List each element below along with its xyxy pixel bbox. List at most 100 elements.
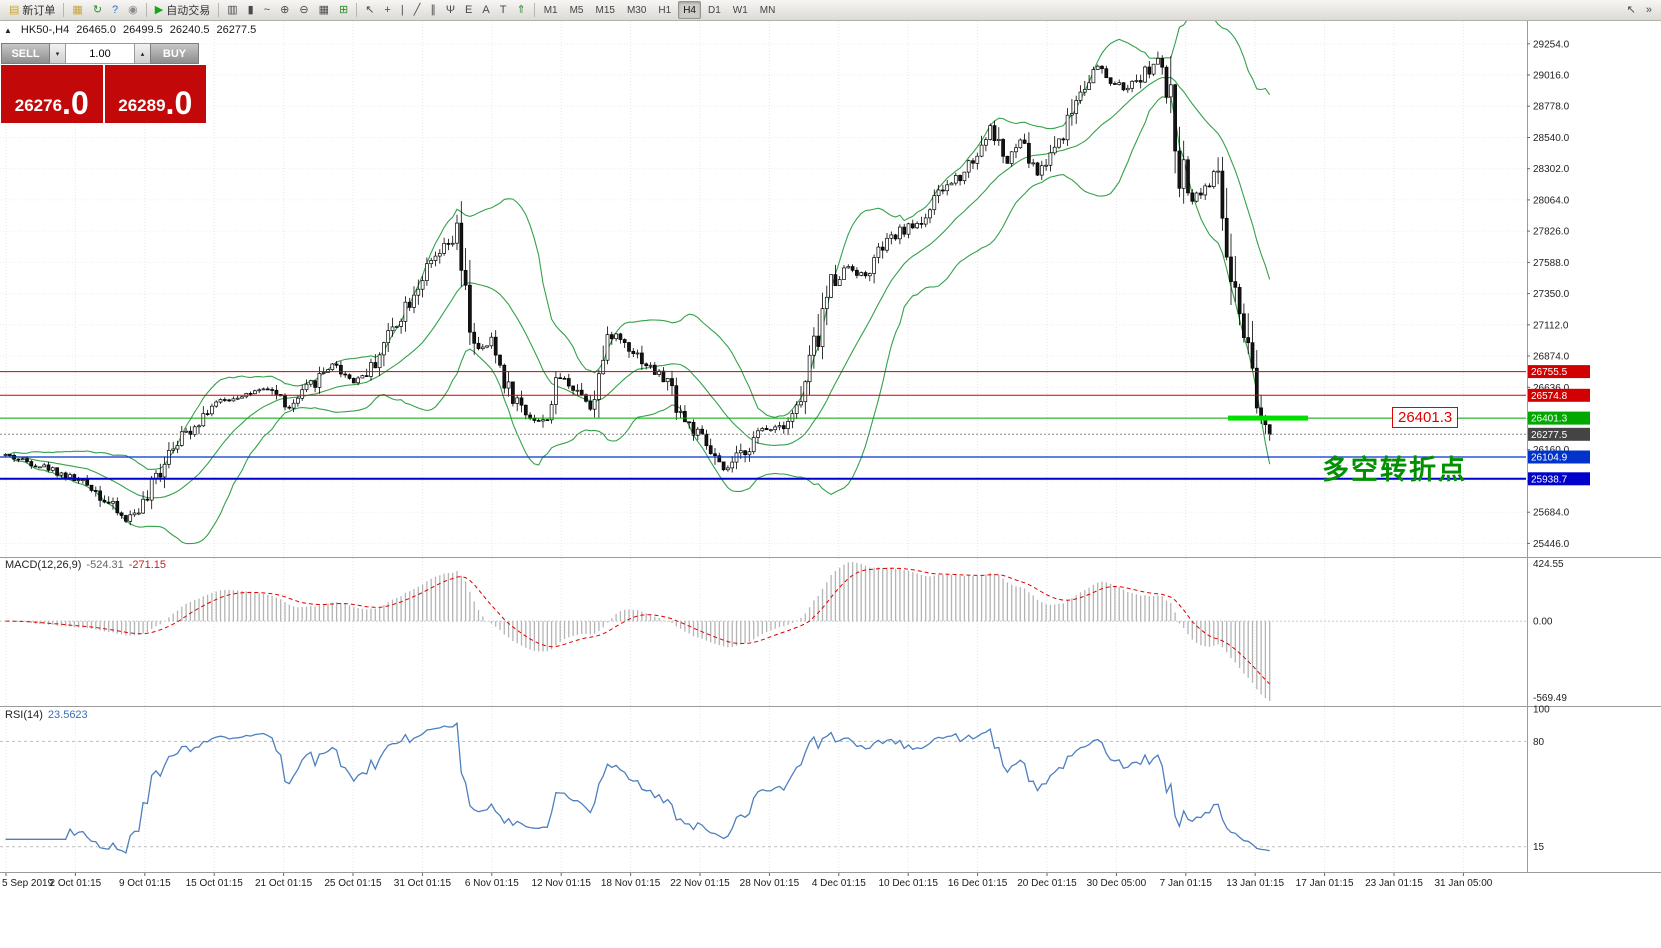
svg-text:28778.0: 28778.0 [1533,102,1570,113]
timeframe-button-m15[interactable]: M15 [595,4,615,16]
chart-grid [0,21,1526,872]
candlestick-icon: ▮ [247,3,254,16]
svg-text:28 Nov 01:15: 28 Nov 01:15 [740,878,800,889]
community-icon[interactable]: ◉ [123,1,143,20]
vertical-line-icon[interactable]: | [396,1,409,20]
svg-text:17 Jan 01:15: 17 Jan 01:15 [1296,878,1354,889]
svg-text:80: 80 [1533,737,1545,748]
svg-text:25446.0: 25446.0 [1533,539,1570,550]
svg-text:26574.8: 26574.8 [1531,391,1568,402]
volume-input[interactable] [65,43,135,64]
trendline-icon: ╱ [413,3,421,16]
fibonacci-icon[interactable]: E [460,1,477,20]
timeframe-button-m5[interactable]: M5 [569,4,584,16]
macd-name: MACD(12,26,9) [5,559,82,571]
svg-text:31 Oct 01:15: 31 Oct 01:15 [394,878,452,889]
mouse-pointer-icon[interactable]: ↖ [1622,1,1641,20]
svg-text:4 Dec 01:15: 4 Dec 01:15 [812,878,866,889]
svg-text:424.55: 424.55 [1533,559,1564,570]
crosshair-icon[interactable]: + [379,1,395,20]
timeframe-button-h4[interactable]: H4 [678,1,701,19]
toolbar-separator [533,3,535,17]
tile-windows-icon[interactable]: ▦ [314,1,334,20]
help-icon: ? [112,3,119,16]
symbols-icon: ▦ [72,3,83,16]
toolbar-separator [356,3,358,17]
help-icon[interactable]: ? [107,1,123,20]
svg-text:21 Oct 01:15: 21 Oct 01:15 [255,878,313,889]
toolbar-overflow-icon[interactable]: » [1641,1,1657,20]
pitchfork-icon[interactable]: Ψ [441,1,460,20]
price-annotation[interactable]: 26401.3 [1392,407,1459,428]
volume-increase-button[interactable]: ▴ [135,43,150,64]
svg-text:31 Jan 05:00: 31 Jan 05:00 [1434,878,1492,889]
text-icon[interactable]: A [477,1,494,20]
algo-trading-icon: ▶ [154,3,164,16]
text-icon: A [482,3,490,16]
buy-price-display[interactable]: 26289 .0 [104,65,206,123]
high-value: 26499.5 [122,24,163,36]
zoom-in-icon[interactable]: ⊕ [275,1,294,20]
timeframe-button-mn[interactable]: MN [759,4,776,16]
timeframe-button-d1[interactable]: D1 [708,4,721,16]
arrows-icon[interactable]: ⇑ [511,1,530,20]
svg-text:28540.0: 28540.0 [1533,133,1570,144]
turning-point-label[interactable]: 多空转折点 [1322,455,1467,485]
horizontal-price-lines[interactable] [0,371,1526,480]
svg-text:25938.7: 25938.7 [1531,474,1568,485]
arrows-icon: ⇑ [516,3,526,16]
bar-chart-icon[interactable]: ▥ [222,1,242,20]
bollinger-bands [5,21,1271,545]
timeframe-button-w1[interactable]: W1 [732,4,748,16]
algo-trading-button[interactable]: ▶ 自动交易 [150,1,215,20]
label-icon[interactable]: T [495,1,512,20]
svg-text:27112.0: 27112.0 [1533,320,1569,331]
svg-text:10 Dec 01:15: 10 Dec 01:15 [878,878,938,889]
buy-button[interactable]: BUY [150,43,199,64]
cursor-icon[interactable]: ↖ [360,1,379,20]
turning-point-line[interactable] [1228,415,1308,421]
timeframe-button-m30[interactable]: M30 [626,4,647,16]
new-order-label: 新订单 [22,5,56,17]
line-chart-icon[interactable]: ~ [259,1,275,20]
sell-button[interactable]: SELL [1,43,50,64]
one-click-collapse-icon[interactable]: ▲ [4,25,12,35]
indicators-icon: ⊞ [338,3,349,16]
macd-indicator-label: MACD(12,26,9) -524.31 -271.15 [5,559,166,571]
volume-decrease-button[interactable]: ▾ [50,43,65,64]
svg-text:-569.49: -569.49 [1533,693,1567,704]
timeframe-button-h1[interactable]: H1 [658,4,672,16]
bar-chart-icon: ▥ [227,3,238,16]
svg-text:15: 15 [1533,842,1545,853]
trendline-icon[interactable]: ╱ [409,1,426,20]
svg-text:16 Dec 01:15: 16 Dec 01:15 [948,878,1008,889]
new-order-button[interactable]: ▤ 新订单 [4,1,60,20]
sell-price-display[interactable]: 26276 .0 [1,65,103,123]
indicators-icon[interactable]: ⊞ [334,1,353,20]
refresh-icon[interactable]: ↻ [88,1,107,20]
timeframe-button-m1[interactable]: M1 [543,4,558,16]
svg-text:28064.0: 28064.0 [1533,195,1570,206]
svg-text:100: 100 [1533,705,1550,716]
candlestick-icon[interactable]: ▮ [243,1,259,20]
sell-price-main: 26276 [14,96,63,116]
vertical-line-icon: | [400,3,404,16]
pitchfork-icon: Ψ [445,3,456,16]
buy-price-main: 26289 [118,96,166,116]
price-scale[interactable]: 29254.0 29016.0 28778.0 28540.0 28302.0 28064… [1527,21,1590,872]
svg-text:27588.0: 27588.0 [1533,258,1570,269]
macd-signal-value: -271.15 [128,559,167,571]
rsi-name: RSI(14) [5,709,43,721]
sell-price-fraction: .0 [62,85,89,122]
channel-icon[interactable]: ∥ [425,1,441,20]
zoom-out-icon[interactable]: ⊖ [294,1,313,20]
svg-text:27350.0: 27350.0 [1533,289,1570,300]
label-icon: T [499,3,507,16]
svg-text:15 Oct 01:15: 15 Oct 01:15 [186,878,244,889]
line-chart-icon: ~ [263,3,271,16]
svg-text:25 Oct 01:15: 25 Oct 01:15 [324,878,382,889]
symbols-icon[interactable]: ▦ [67,1,87,20]
chart-ohlc-header: ▲ HK50-,H4 26465.0 26499.5 26240.5 26277… [4,24,256,36]
